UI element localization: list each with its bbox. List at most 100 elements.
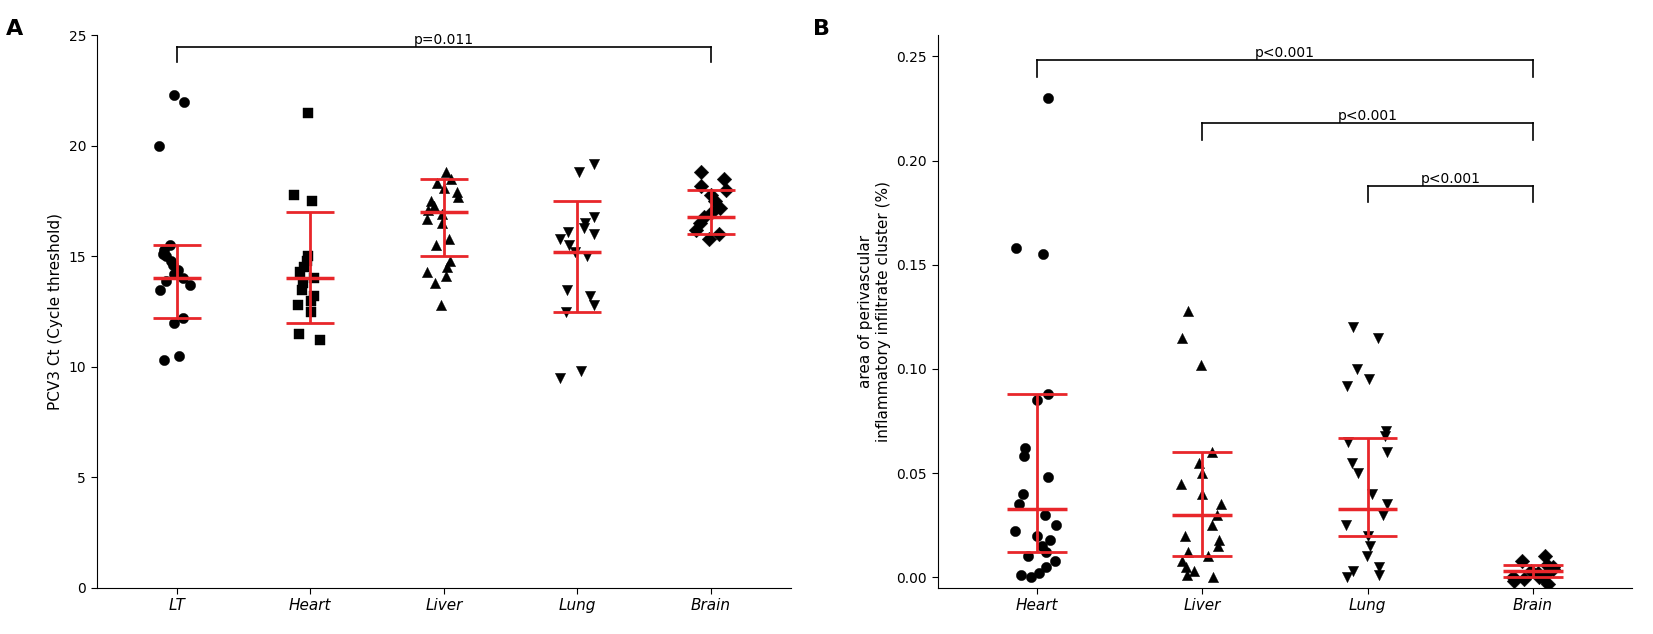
Point — [160, 318, 187, 328]
Point — [1372, 427, 1398, 437]
Point — [1172, 562, 1198, 572]
Point — [1028, 541, 1055, 551]
Point — [1185, 458, 1212, 468]
Point — [572, 218, 598, 228]
Point — [1339, 458, 1365, 468]
Point — [165, 351, 192, 361]
Point — [1175, 547, 1202, 557]
Point — [1355, 374, 1382, 384]
Point — [554, 285, 580, 295]
Point — [1541, 564, 1567, 574]
Point — [562, 247, 588, 257]
Point — [1035, 389, 1061, 399]
Point — [1010, 489, 1036, 499]
Point — [430, 218, 456, 228]
Point — [1187, 359, 1213, 370]
Point — [1374, 500, 1400, 510]
Point — [1033, 562, 1060, 572]
Point — [688, 181, 714, 191]
Point — [1175, 306, 1202, 316]
Point — [150, 355, 177, 365]
Point — [570, 223, 597, 233]
Point — [1369, 510, 1395, 520]
Point — [418, 196, 445, 206]
Point — [291, 262, 317, 273]
Point — [1198, 520, 1225, 530]
Point — [415, 214, 441, 224]
Point — [554, 227, 580, 237]
Point — [1526, 573, 1552, 583]
Point — [433, 167, 460, 178]
Point — [294, 108, 321, 118]
Point — [701, 196, 727, 206]
Point — [547, 373, 574, 383]
Point — [298, 307, 324, 317]
Point — [1534, 560, 1560, 570]
Point — [1023, 395, 1050, 405]
Point — [1539, 562, 1565, 572]
Point — [1195, 552, 1222, 562]
Point — [1334, 437, 1360, 447]
Point — [159, 256, 185, 266]
Point — [152, 251, 179, 261]
Point — [1339, 566, 1365, 576]
Point — [1003, 243, 1030, 253]
Point — [445, 187, 471, 197]
Point — [145, 141, 172, 151]
Text: p<0.001: p<0.001 — [1255, 46, 1314, 60]
Point — [1536, 578, 1562, 588]
Point — [1007, 500, 1033, 510]
Text: B: B — [813, 19, 830, 39]
Point — [688, 167, 714, 178]
Point — [698, 207, 724, 217]
Point — [577, 291, 603, 301]
Point — [688, 218, 714, 228]
Point — [1365, 562, 1392, 572]
Point — [707, 203, 734, 213]
Point — [438, 174, 464, 184]
Point — [1172, 531, 1198, 541]
Point — [1346, 468, 1372, 478]
Point — [281, 190, 307, 200]
Y-axis label: area of perivascular
inflammatory infiltrate cluster (%): area of perivascular inflammatory infilt… — [858, 181, 891, 442]
Point — [284, 300, 311, 310]
Point — [1501, 576, 1527, 586]
Point — [172, 96, 198, 107]
Point — [1332, 520, 1359, 530]
Point — [289, 285, 316, 295]
Text: p=0.011: p=0.011 — [413, 32, 474, 46]
Point — [169, 313, 195, 323]
Point — [1018, 573, 1045, 583]
Point — [423, 178, 450, 188]
Point — [149, 249, 175, 259]
Point — [1036, 534, 1063, 545]
Point — [1509, 555, 1536, 566]
Point — [1169, 333, 1195, 343]
Point — [1517, 566, 1544, 576]
Point — [711, 174, 737, 184]
Point — [431, 183, 458, 193]
Point — [413, 267, 440, 277]
Point — [1207, 534, 1233, 545]
Point — [289, 278, 316, 288]
Point — [307, 335, 334, 346]
Point — [696, 234, 722, 244]
Point — [1359, 489, 1385, 499]
Point — [428, 209, 455, 219]
Point — [565, 167, 592, 178]
Point — [1041, 555, 1068, 566]
Point — [1169, 479, 1195, 489]
Point — [683, 225, 709, 235]
Point — [301, 291, 327, 301]
Point — [1033, 547, 1060, 557]
Point — [154, 276, 180, 286]
Point — [1035, 93, 1061, 103]
Point — [580, 300, 607, 310]
Point — [580, 212, 607, 222]
Point — [1355, 531, 1382, 541]
Point — [445, 191, 471, 202]
Point — [1010, 451, 1036, 462]
Point — [1339, 322, 1365, 332]
Point — [436, 234, 463, 244]
Point — [712, 185, 739, 195]
